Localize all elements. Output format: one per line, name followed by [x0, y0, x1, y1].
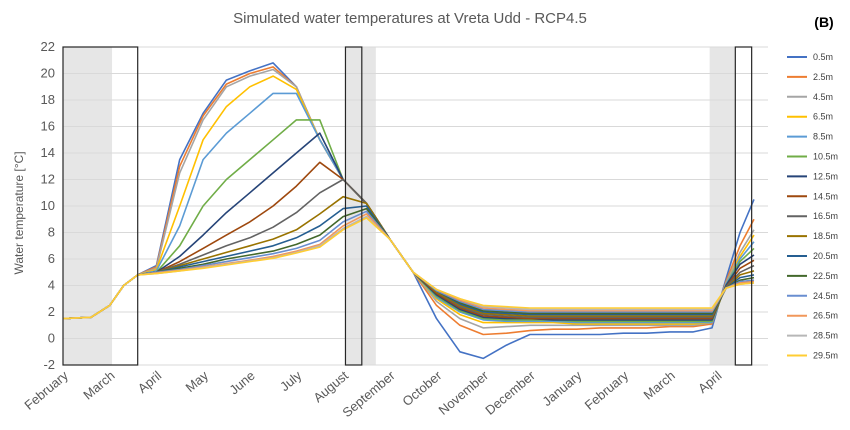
- x-tick-label: August: [310, 368, 351, 406]
- legend-label: 24.5m: [813, 291, 838, 301]
- legend-label: 6.5m: [813, 112, 833, 122]
- y-tick-label: -2: [43, 357, 55, 372]
- highlight-box-2: [344, 46, 363, 366]
- y-tick-label: 4: [48, 278, 55, 293]
- y-tick-label: 22: [41, 39, 55, 54]
- y-tick-label: 14: [41, 145, 55, 160]
- legend-label: 16.5m: [813, 211, 838, 221]
- legend-label: 0.5m: [813, 52, 833, 62]
- x-tick-label: February: [21, 367, 71, 412]
- legend-label: 18.5m: [813, 231, 838, 241]
- legend-label: 29.5m: [813, 351, 838, 361]
- y-tick-label: 6: [48, 251, 55, 266]
- highlight-boxes: [62, 46, 753, 366]
- series-line-8.5m: [62, 92, 755, 324]
- x-tick-label: April: [135, 368, 165, 396]
- y-axis-label: Water temperature [°C]: [12, 151, 26, 274]
- legend: 0.5m 2.5m 4.5m 6.5m 8.5m 10.5m 12.5m 14.5m 16.5m…: [787, 52, 838, 361]
- legend-label: 10.5m: [813, 152, 838, 162]
- y-tick-labels: -2 0 2 4 6 8 10 12 14 16 18 20 22: [41, 39, 55, 372]
- x-tick-label: January: [539, 367, 584, 409]
- series-line-2.5m: [62, 66, 755, 336]
- y-tick-label: 0: [48, 331, 55, 346]
- y-tick-label: 16: [41, 119, 55, 134]
- legend-label: 22.5m: [813, 271, 838, 281]
- series-line-4.5m: [62, 68, 755, 329]
- series-line-6.5m: [62, 75, 755, 325]
- x-tick-label: May: [183, 367, 212, 395]
- legend-label: 20.5m: [813, 251, 838, 261]
- highlight-box-1: [62, 46, 139, 366]
- x-tick-label: April: [695, 368, 725, 396]
- legend-label: 4.5m: [813, 92, 833, 102]
- chart-title: Simulated water temperatures at Vreta Ud…: [233, 10, 587, 27]
- x-tick-label: June: [226, 368, 257, 398]
- panel-label: (B): [814, 14, 833, 30]
- x-tick-label: November: [436, 367, 492, 417]
- x-tick-labels: February March April May June July AugustSepte…: [21, 367, 724, 420]
- series-lines: [62, 62, 755, 360]
- x-tick-label: March: [641, 368, 678, 403]
- x-tick-label: October: [399, 367, 445, 409]
- x-tick-label: March: [80, 368, 117, 403]
- y-tick-label: 20: [41, 66, 55, 81]
- x-tick-label: July: [277, 367, 305, 394]
- series-line-29.5m: [62, 217, 755, 320]
- x-tick-label: September: [339, 367, 398, 420]
- y-tick-label: 18: [41, 92, 55, 107]
- y-tick-label: 8: [48, 225, 55, 240]
- legend-label: 14.5m: [813, 191, 838, 201]
- series-line-16.5m: [62, 178, 755, 320]
- legend-label: 12.5m: [813, 171, 838, 181]
- legend-label: 8.5m: [813, 132, 833, 142]
- highlight-box-3: [734, 46, 753, 366]
- y-tick-label: 10: [41, 198, 55, 213]
- y-tick-label: 2: [48, 304, 55, 319]
- x-tick-label: February: [582, 367, 632, 412]
- gridlines: [63, 46, 768, 366]
- y-tick-label: 12: [41, 172, 55, 187]
- x-tick-label: December: [482, 367, 538, 417]
- legend-label: 2.5m: [813, 72, 833, 82]
- series-line-18.5m: [62, 195, 755, 320]
- legend-label: 26.5m: [813, 311, 838, 321]
- legend-label: 28.5m: [813, 331, 838, 341]
